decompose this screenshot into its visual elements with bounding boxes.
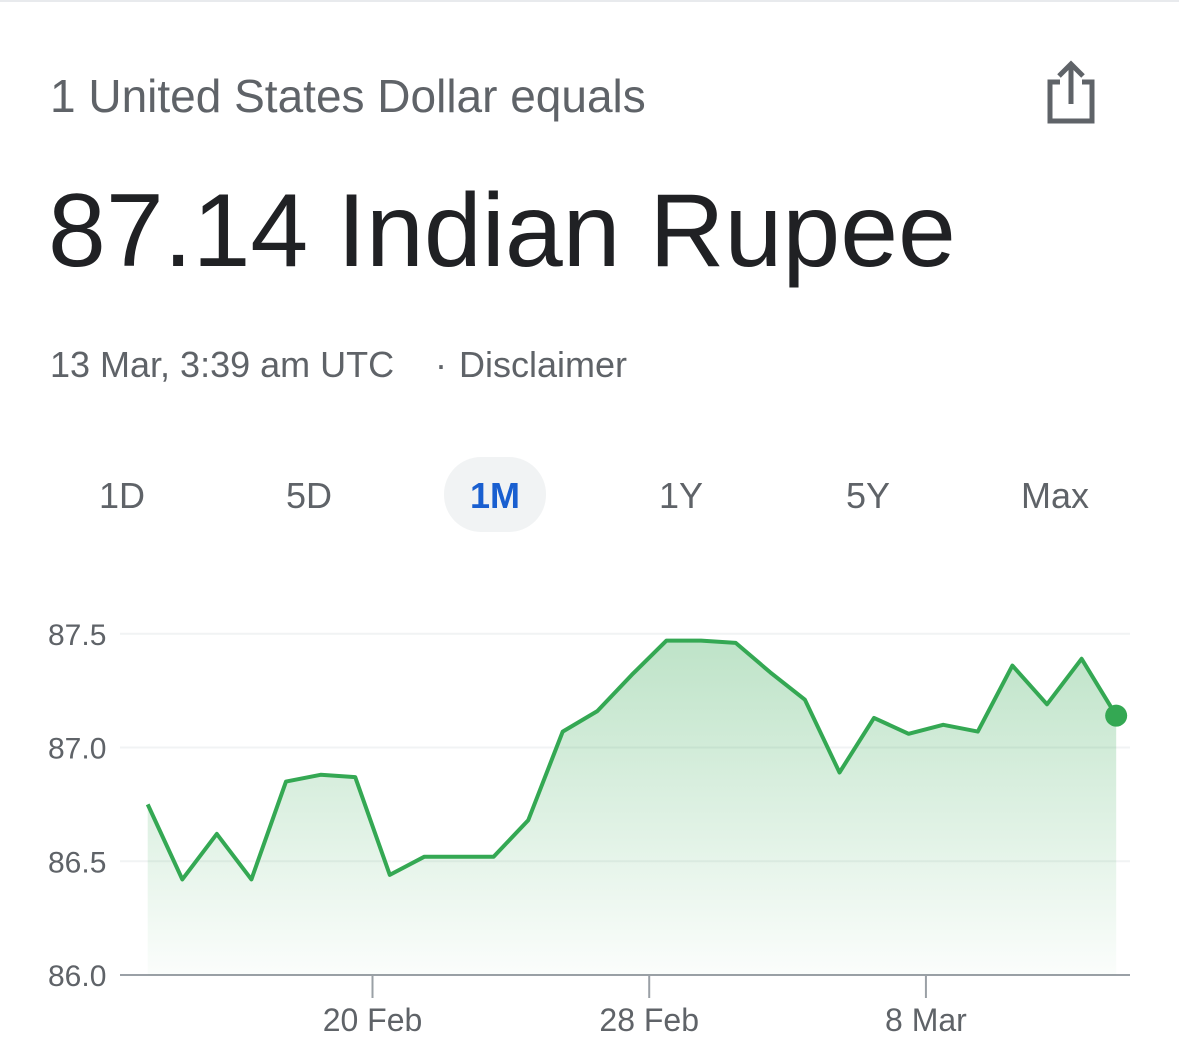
timestamp: 13 Mar, 3:39 am UTC [50, 344, 394, 385]
x-tick-label: 28 Feb [599, 1002, 699, 1038]
amount: 87.14 Indian Rupee [48, 173, 956, 289]
price-line [145, 638, 1118, 882]
tab[interactable]: 1D [99, 475, 145, 516]
x-tick-label: 20 Feb [323, 1002, 423, 1038]
y-tick-label: 86.0 [48, 960, 106, 993]
disclaimer-link[interactable]: Disclaimer [459, 344, 627, 385]
tab-label: 1D [99, 475, 145, 516]
tab[interactable]: 1M [444, 457, 546, 532]
separator: · [435, 344, 447, 385]
share-button[interactable] [1047, 60, 1095, 124]
tab[interactable]: 1Y [659, 475, 703, 516]
tab-label: 1M [470, 475, 520, 516]
share-box [1047, 79, 1095, 124]
current-point [1105, 704, 1128, 727]
tab-label: 1Y [659, 475, 703, 516]
y-tick-label: 87.5 [48, 619, 106, 652]
tab-label: 5D [286, 475, 332, 516]
area-fill [147, 640, 1117, 975]
chart: 86.0 86.5 87.0 87.5 20 Feb 28 Feb 8 Mar [48, 619, 1130, 1038]
tab[interactable]: 5D [286, 475, 332, 516]
tab[interactable]: 5Y [846, 475, 890, 516]
y-tick-label: 86.5 [48, 846, 106, 879]
tab-bar: 1D 5D 1M 1Y 5Y Max [99, 457, 1089, 532]
x-tick-label: 8 Mar [885, 1002, 967, 1038]
subtitle: 1 United States Dollar equals [50, 70, 646, 122]
tab[interactable]: Max [1021, 475, 1089, 516]
tab-label: 5Y [846, 475, 890, 516]
share-arrow [1057, 60, 1085, 104]
y-tick-label: 87.0 [48, 733, 106, 766]
tab-label: Max [1021, 475, 1089, 516]
tab-highlight [444, 457, 546, 532]
